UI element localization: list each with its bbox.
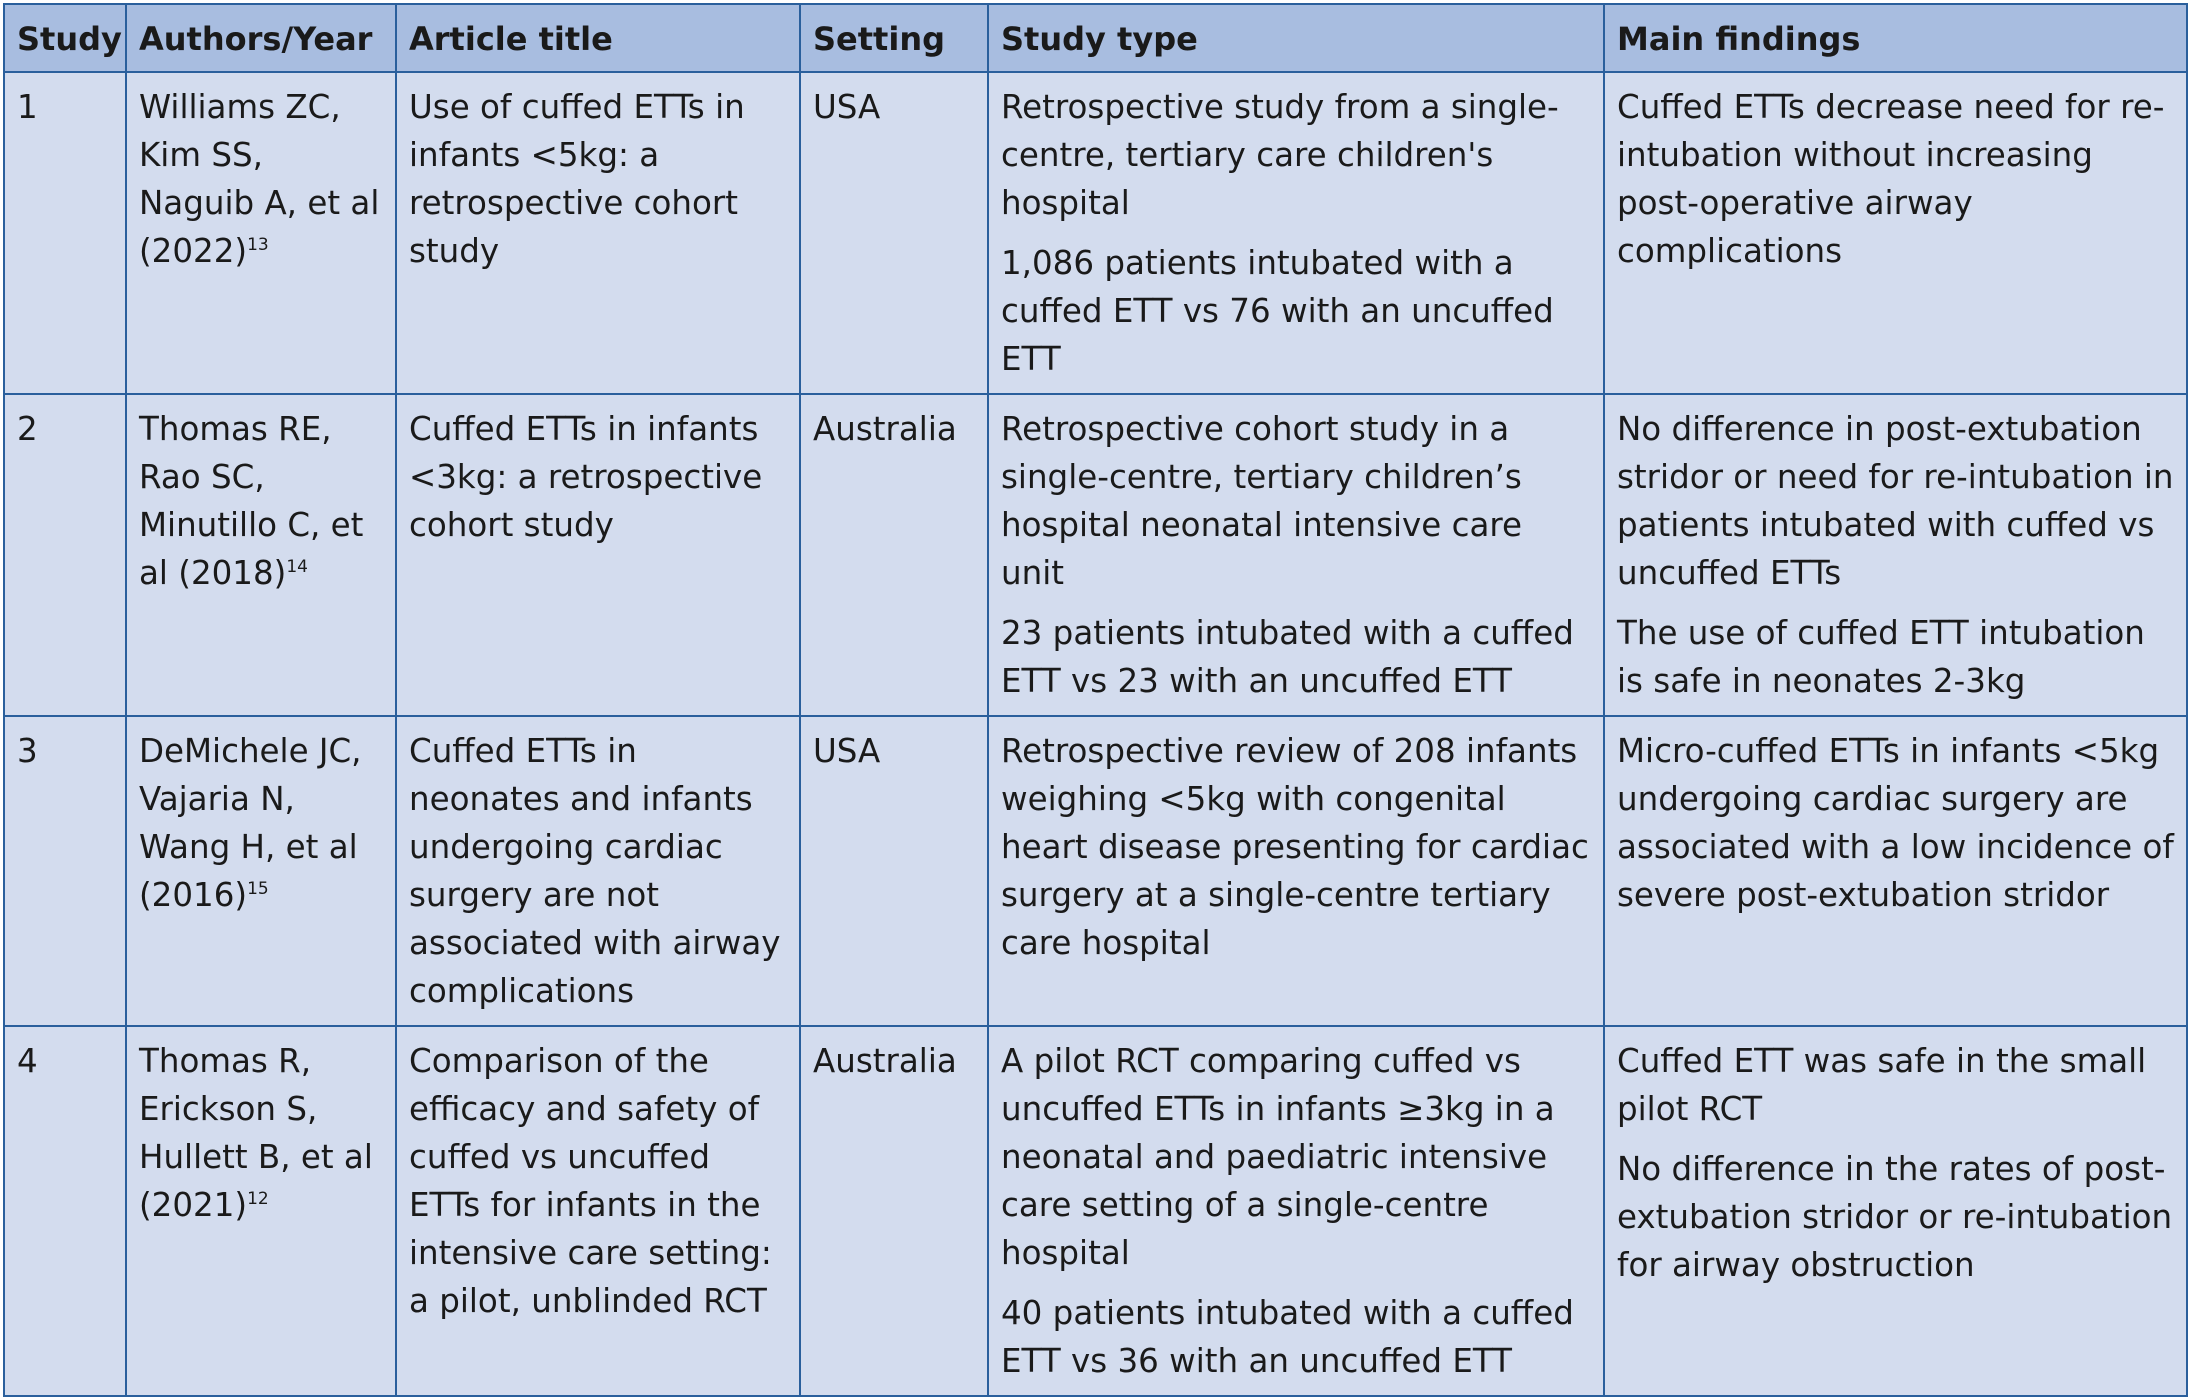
cell-study: 4 (3, 1025, 127, 1397)
cell-authors: DeMichele JC, Vajaria N, Wang H, et al (… (125, 715, 397, 1027)
cell-authors: Thomas RE, Rao SC, Minutillo C, et al (2… (125, 393, 397, 717)
study-type-paragraph: A pilot RCT comparing cuffed vs uncuffed… (1001, 1042, 1555, 1272)
header-study-type: Study type (987, 3, 1605, 73)
findings-paragraph: No difference in post-extubation stridor… (1617, 410, 2174, 592)
cell-setting: Australia (799, 1025, 989, 1397)
cell-study-type: Retrospective cohort study in a single-c… (987, 393, 1605, 717)
study-type-paragraph: 1,086 patients intubated with a cuffed E… (1001, 244, 1554, 378)
cell-title: Use of cuffed ETTs in infants <5kg: a re… (395, 71, 801, 395)
study-type-paragraph: 40 patients intubated with a cuffed ETT … (1001, 1294, 1574, 1380)
table-row: 2 Thomas RE, Rao SC, Minutillo C, et al … (3, 393, 2188, 717)
table-row: 4 Thomas R, Erickson S, Hullett B, et al… (3, 1025, 2188, 1397)
reference-number: 14 (286, 557, 308, 578)
study-type-paragraph: 23 patients intubated with a cuffed ETT … (1001, 614, 1574, 700)
header-main-findings: Main findings (1603, 3, 2188, 73)
cell-study: 2 (3, 393, 127, 717)
header-study: Study (3, 3, 127, 73)
study-type-paragraph: Retrospective cohort study in a single-c… (1001, 410, 1523, 592)
findings-paragraph: The use of cuffed ETT intubation is safe… (1617, 614, 2145, 700)
authors-text: Williams ZC, Kim SS, Naguib A, et al (20… (139, 88, 380, 270)
studies-table: Study Authors/Year Article title Setting… (3, 3, 2188, 1397)
study-type-paragraph: Retrospective study from a single-centre… (1001, 88, 1559, 222)
cell-study: 3 (3, 715, 127, 1027)
header-setting: Setting (799, 3, 989, 73)
findings-paragraph: No difference in the rates of post-extub… (1617, 1150, 2173, 1284)
cell-study-type: Retrospective study from a single-centre… (987, 71, 1605, 395)
header-row: Study Authors/Year Article title Setting… (3, 3, 2188, 73)
table-row: 3 DeMichele JC, Vajaria N, Wang H, et al… (3, 715, 2188, 1027)
cell-study-type: Retrospective review of 208 infants weig… (987, 715, 1605, 1027)
authors-text: Thomas RE, Rao SC, Minutillo C, et al (2… (139, 410, 364, 592)
cell-setting: USA (799, 71, 989, 395)
study-type-paragraph: Retrospective review of 208 infants weig… (1001, 732, 1589, 962)
cell-findings: Cuffed ETTs decrease need for re-intubat… (1603, 71, 2188, 395)
reference-number: 12 (247, 1189, 269, 1210)
header-article-title: Article title (395, 3, 801, 73)
cell-findings: No difference in post-extubation stridor… (1603, 393, 2188, 717)
cell-study-type: A pilot RCT comparing cuffed vs uncuffed… (987, 1025, 1605, 1397)
authors-text: DeMichele JC, Vajaria N, Wang H, et al (… (139, 732, 362, 914)
header-authors-year: Authors/Year (125, 3, 397, 73)
findings-paragraph: Cuffed ETTs decrease need for re-intubat… (1617, 88, 2165, 270)
cell-title: Comparison of the efficacy and safety of… (395, 1025, 801, 1397)
findings-paragraph: Micro-cuffed ETTs in infants <5kg underg… (1617, 732, 2174, 914)
reference-number: 13 (247, 235, 269, 256)
cell-authors: Williams ZC, Kim SS, Naguib A, et al (20… (125, 71, 397, 395)
cell-findings: Micro-cuffed ETTs in infants <5kg underg… (1603, 715, 2188, 1027)
cell-study: 1 (3, 71, 127, 395)
cell-setting: USA (799, 715, 989, 1027)
reference-number: 15 (247, 879, 269, 900)
authors-text: Thomas R, Erickson S, Hullett B, et al (… (139, 1042, 373, 1224)
studies-table-container: Study Authors/Year Article title Setting… (3, 3, 2188, 1397)
cell-title: Cuffed ETTs in infants <3kg: a retrospec… (395, 393, 801, 717)
cell-authors: Thomas R, Erickson S, Hullett B, et al (… (125, 1025, 397, 1397)
cell-findings: Cuffed ETT was safe in the small pilot R… (1603, 1025, 2188, 1397)
cell-title: Cuffed ETTs in neonates and infants unde… (395, 715, 801, 1027)
table-row: 1 Williams ZC, Kim SS, Naguib A, et al (… (3, 71, 2188, 395)
findings-paragraph: Cuffed ETT was safe in the small pilot R… (1617, 1042, 2147, 1128)
cell-setting: Australia (799, 393, 989, 717)
